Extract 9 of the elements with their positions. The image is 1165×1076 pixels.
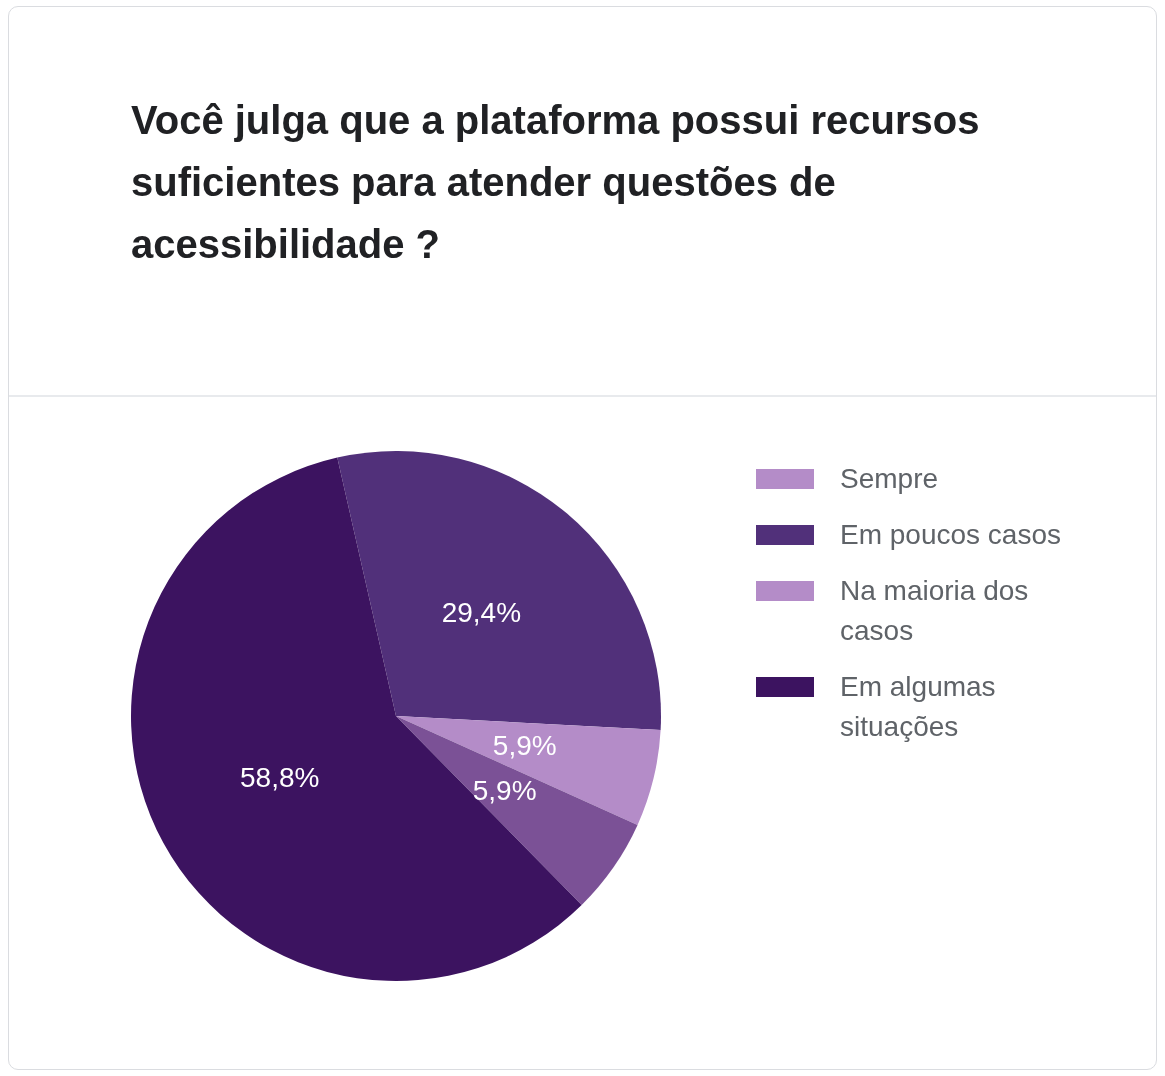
chart-title: Você julga que a plataforma possui recursos suficientes para atender questões de acessibilidade ? (131, 97, 981, 268)
data-label: 29,4% (441, 597, 522, 629)
legend-label: Em algumas situações (840, 670, 997, 744)
legend-label: Sempre (840, 462, 939, 496)
data-label: 58,8% (240, 762, 320, 794)
legend-label: Na maioria dos casos (840, 574, 1030, 648)
legend-label: Em poucos casos (840, 518, 1061, 552)
data-label: 5,9% (472, 774, 537, 806)
data-label: 5,9% (492, 730, 557, 762)
